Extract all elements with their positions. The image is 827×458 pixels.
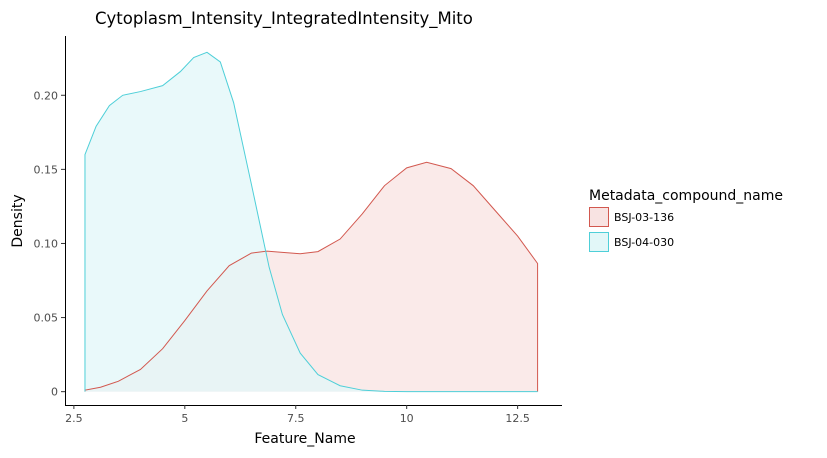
x-tick-label: 5	[181, 412, 188, 425]
y-axis-title: Density	[10, 194, 26, 247]
series-layer	[84, 51, 539, 393]
legend-key-BSJ-03-136	[589, 207, 609, 227]
x-tick-label: 10	[400, 412, 414, 425]
x-tick-label: 7.5	[287, 412, 305, 425]
density-area-BSJ-04-030	[84, 52, 538, 392]
y-tick-label: 0.10	[34, 237, 59, 250]
density-line-BSJ-04-030	[84, 51, 538, 393]
y-tick-label: 0	[51, 386, 58, 399]
legend-key-BSJ-04-030	[589, 232, 609, 252]
y-tick-label: 0.05	[34, 312, 59, 325]
x-tick-label: 2.5	[65, 412, 83, 425]
legend: Metadata_compound_name BSJ-03-136 BSJ-04-…	[589, 188, 783, 252]
y-axis-ticks: 0 0.05 0.10 0.15 0.20	[34, 89, 65, 399]
density-line-BSJ-03-136	[84, 161, 539, 392]
legend-title: Metadata_compound_name	[589, 188, 783, 204]
x-axis-ticks: 2.5 5 7.5 10 12.5	[65, 405, 530, 425]
chart-title: Cytoplasm_Intensity_IntegratedIntensity_…	[95, 9, 473, 29]
x-tick-label: 12.5	[505, 412, 530, 425]
y-tick-label: 0.15	[34, 163, 59, 176]
x-axis-title: Feature_Name	[254, 431, 355, 447]
y-tick-label: 0.20	[34, 89, 59, 102]
legend-label: BSJ-04-030	[614, 236, 674, 249]
legend-label: BSJ-03-136	[614, 211, 674, 224]
legend-items: BSJ-03-136 BSJ-04-030	[589, 207, 674, 252]
